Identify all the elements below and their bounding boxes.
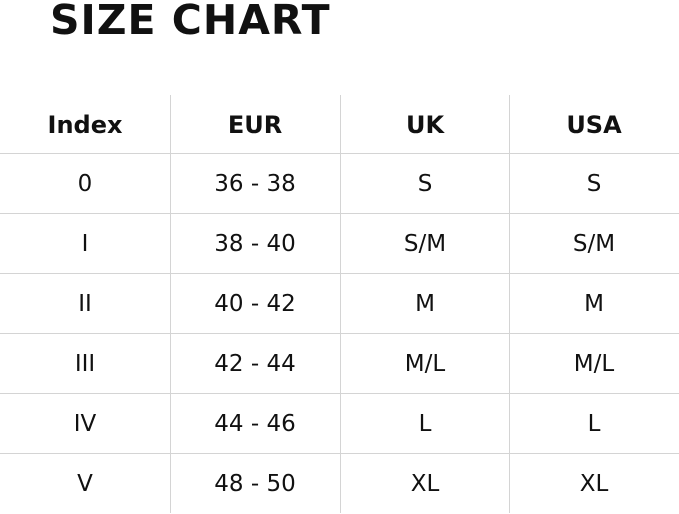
table-cell: 36 - 38: [214, 171, 296, 197]
divider: [509, 95, 510, 513]
table-cell: M/L: [404, 351, 446, 377]
row-divider: [0, 153, 679, 154]
page-title: SIZE CHART: [50, 0, 331, 44]
divider: [170, 95, 171, 513]
table-cell: M/L: [573, 351, 615, 377]
table-cell: 0: [77, 171, 93, 197]
table-cell: S: [586, 171, 602, 197]
table-cell: V: [77, 471, 93, 497]
table-cell: 40 - 42: [214, 291, 296, 317]
table-cell: L: [587, 411, 601, 437]
row-divider: [0, 333, 679, 334]
row-divider: [0, 453, 679, 454]
table-cell: M: [584, 291, 604, 317]
table-cell: IV: [73, 411, 97, 437]
divider: [340, 95, 341, 513]
table-cell: 38 - 40: [214, 231, 296, 257]
table-cell: II: [78, 291, 92, 317]
table-cell: XL: [579, 471, 609, 497]
table-cell: S: [417, 171, 433, 197]
row-divider: [0, 273, 679, 274]
table-cell: I: [81, 231, 89, 257]
table-cell: III: [74, 351, 96, 377]
column-header: USA: [566, 110, 622, 139]
table-cell: XL: [410, 471, 440, 497]
column-header: EUR: [227, 110, 283, 139]
row-divider: [0, 393, 679, 394]
table-cell: S/M: [403, 231, 447, 257]
table-cell: S/M: [572, 231, 616, 257]
table-cell: 48 - 50: [214, 471, 296, 497]
table-cell: L: [418, 411, 432, 437]
column-header: Index: [47, 110, 123, 139]
table-cell: 42 - 44: [214, 351, 296, 377]
row-divider: [0, 213, 679, 214]
table-cell: M: [415, 291, 435, 317]
table-cell: 44 - 46: [214, 411, 296, 437]
column-header: UK: [405, 110, 445, 139]
